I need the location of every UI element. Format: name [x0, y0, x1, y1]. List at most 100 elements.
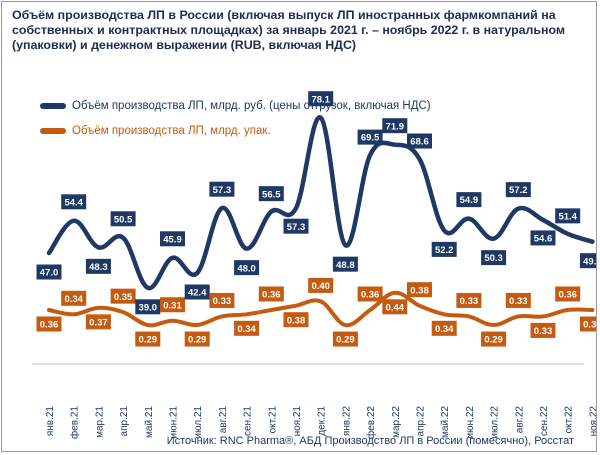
x-tick-label-15: апр.22 — [416, 406, 427, 437]
data-label-pack-12-box — [332, 331, 358, 347]
data-label-pack-0-box — [36, 316, 62, 332]
data-label-pack-14: 0.44 — [386, 302, 405, 313]
data-label-pack-21-box — [555, 286, 581, 302]
data-label-pack-11: 0.40 — [311, 281, 330, 292]
data-label-rub-12: 48.8 — [336, 260, 355, 271]
data-label-pack-17-box — [456, 292, 482, 308]
x-tick-label-17: июн.22 — [465, 406, 476, 439]
data-label-rub-20: 54.6 — [534, 234, 553, 245]
data-label-rub-8-box — [234, 260, 260, 276]
data-label-rub-12-box — [332, 256, 358, 272]
data-label-pack-3: 0.35 — [114, 292, 133, 303]
data-label-pack-0: 0.36 — [40, 320, 59, 331]
data-label-rub-4-box — [135, 299, 161, 315]
series-line-pack — [47, 290, 595, 328]
data-label-pack-11-box — [308, 277, 334, 293]
data-label-rub-18-box — [481, 250, 507, 266]
x-tick-label-18: июл.22 — [490, 406, 501, 439]
data-label-rub-7-box — [209, 181, 235, 197]
x-tick-label-19: авг.22 — [514, 406, 525, 434]
data-label-pack-17: 0.33 — [460, 296, 479, 307]
data-label-pack-19: 0.33 — [509, 296, 528, 307]
data-label-rub-16: 52.2 — [435, 245, 454, 256]
data-label-pack-20-box — [530, 322, 556, 338]
legend-swatch-rub — [40, 103, 66, 109]
x-tick-label-7: авг.21 — [218, 406, 229, 434]
data-label-pack-22-box — [579, 316, 596, 332]
data-label-rub-9-box — [258, 186, 284, 202]
data-label-rub-13-box — [357, 129, 383, 145]
data-label-rub-13: 69.5 — [361, 133, 380, 144]
line-chart: 47.0 0.36 54.4 0.34 48.3 0.37 50.5 0.35 39.0 0.29… — [32, 91, 596, 439]
data-label-rub-5: 45.9 — [163, 234, 182, 245]
data-label-rub-10-box — [283, 218, 309, 234]
data-label-rub-19-box — [505, 182, 531, 198]
data-label-pack-7: 0.33 — [213, 296, 232, 307]
data-label-pack-5-box — [160, 297, 185, 313]
data-label-rub-15-box — [407, 133, 432, 149]
data-label-rub-17-box — [456, 192, 482, 208]
x-tick-label-16: май.22 — [440, 406, 451, 438]
data-label-pack-4: 0.29 — [139, 335, 158, 346]
x-tick-label-9: окт.21 — [267, 406, 278, 434]
data-label-rub-9: 56.5 — [262, 189, 281, 200]
data-label-pack-5: 0.31 — [163, 300, 182, 311]
data-label-rub-20-box — [530, 230, 556, 246]
data-label-pack-3-box — [110, 288, 136, 304]
data-label-rub-16-box — [431, 241, 457, 257]
data-label-pack-7-box — [209, 292, 235, 308]
legend-entry-pack: Объём производства ЛП, млрд. упак. — [40, 125, 271, 137]
x-tick-label-21: окт.22 — [564, 406, 575, 434]
data-label-pack-19-box — [505, 292, 531, 308]
data-label-pack-1: 0.34 — [64, 294, 83, 305]
data-label-rub-11-box — [308, 91, 334, 107]
x-tick-label-10: ноя.21 — [292, 406, 303, 437]
data-label-pack-16-box — [431, 320, 457, 336]
data-label-rub-22: 49.6 — [583, 256, 596, 267]
x-tick-label-22: ноя.22 — [588, 406, 596, 437]
data-label-pack-8: 0.34 — [237, 324, 256, 335]
legend-entry-rub: Объём производства ЛП, млрд. руб. (цены … — [40, 100, 431, 112]
data-label-pack-9-box — [258, 286, 284, 302]
x-tick-label-20: сен.22 — [539, 406, 550, 436]
x-tick-label-12: янв.22 — [341, 406, 352, 437]
data-label-pack-4-box — [135, 331, 161, 347]
x-tick-label-0: янв.21 — [45, 406, 56, 437]
data-label-rub-18: 50.3 — [484, 253, 503, 264]
data-label-rub-19: 57.2 — [509, 185, 528, 196]
data-label-pack-8-box — [234, 320, 260, 336]
x-tick-label-13: фев.22 — [365, 406, 377, 439]
x-tick-label-11: дек.21 — [317, 406, 328, 436]
data-label-rub-11: 78.1 — [311, 94, 330, 105]
data-label-pack-12: 0.29 — [336, 335, 355, 346]
data-label-rub-7: 57.3 — [213, 185, 232, 196]
x-tick-label-3: апр.21 — [119, 406, 130, 437]
source-note: Источник: RNC Pharma®, АБД Производство … — [166, 435, 574, 447]
data-label-pack-14-box — [382, 299, 408, 315]
x-tick-label-14: мар.22 — [391, 406, 402, 438]
data-label-pack-6-box — [184, 331, 210, 347]
data-label-pack-2-box — [85, 314, 111, 330]
x-tick-label-1: фев.21 — [69, 406, 81, 439]
x-tick-label-2: мар.21 — [94, 406, 105, 438]
data-label-rub-21: 51.4 — [558, 211, 577, 222]
data-label-pack-13: 0.36 — [361, 290, 380, 301]
data-label-rub-22-box — [579, 253, 596, 269]
data-label-rub-6-box — [184, 284, 210, 300]
data-label-rub-1: 54.4 — [64, 197, 83, 208]
data-label-rub-14-box — [382, 118, 408, 134]
data-label-rub-2-box — [85, 258, 111, 274]
data-label-pack-22: 0.36 — [583, 320, 596, 331]
legend-label-rub: Объём производства ЛП, млрд. руб. (цены … — [72, 100, 431, 112]
x-tick-label-6: июл.21 — [193, 406, 204, 439]
data-label-rub-8: 48.0 — [237, 263, 256, 274]
series-line-rub — [46, 115, 595, 291]
data-label-pack-13-box — [357, 286, 383, 302]
data-label-rub-21-box — [555, 208, 581, 224]
data-label-pack-18-box — [481, 331, 507, 347]
data-label-rub-3-box — [110, 211, 136, 227]
x-tick-label-4: май.21 — [144, 406, 155, 438]
data-label-rub-3: 50.5 — [114, 214, 133, 225]
chart-title: Объём производства ЛП в России (включая … — [12, 8, 566, 52]
data-label-pack-16: 0.34 — [435, 324, 454, 335]
